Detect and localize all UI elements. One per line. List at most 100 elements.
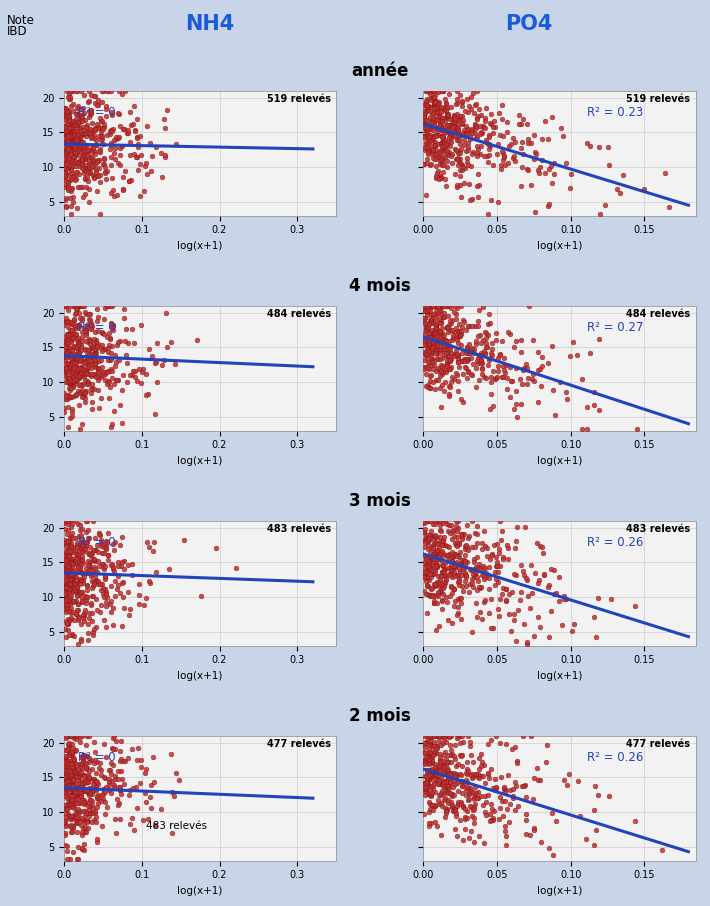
Point: [67, 793, 78, 807]
Point: [80, 126, 91, 140]
Point: [67, 761, 78, 776]
Point: [62, 374, 74, 389]
Point: [109, 741, 121, 756]
Point: [83, 348, 94, 362]
Point: [432, 559, 443, 573]
Point: [62, 545, 74, 559]
Point: [75, 789, 87, 804]
Point: [67, 575, 79, 590]
Point: [422, 299, 434, 313]
Point: [605, 593, 616, 607]
Point: [447, 798, 458, 813]
Point: [442, 767, 454, 782]
Point: [438, 564, 449, 579]
Point: [64, 596, 75, 611]
Point: [65, 757, 77, 771]
Point: [457, 320, 468, 334]
Point: [70, 320, 81, 334]
Point: [76, 535, 87, 550]
Point: [73, 318, 84, 333]
Point: [79, 782, 90, 796]
Point: [65, 361, 77, 376]
Point: [68, 354, 80, 369]
Point: [62, 740, 74, 755]
Point: [69, 782, 80, 796]
Point: [450, 805, 462, 820]
Point: [429, 138, 440, 152]
Point: [487, 781, 498, 795]
Point: [60, 596, 72, 611]
Point: [67, 844, 79, 859]
Point: [102, 365, 113, 380]
Point: [429, 97, 440, 111]
Point: [70, 307, 81, 322]
Point: [60, 593, 71, 608]
Point: [60, 583, 72, 597]
Point: [487, 621, 498, 635]
Point: [68, 752, 80, 766]
Point: [122, 335, 133, 350]
Text: Note: Note: [7, 14, 35, 26]
Point: [454, 766, 466, 781]
Point: [77, 825, 88, 840]
Point: [528, 821, 540, 835]
Point: [62, 103, 73, 118]
Point: [62, 776, 74, 790]
Point: [509, 541, 520, 555]
Point: [90, 593, 102, 607]
Point: [469, 790, 480, 805]
Point: [497, 359, 508, 373]
Point: [452, 354, 464, 369]
Point: [434, 330, 445, 344]
Point: [71, 101, 82, 116]
Point: [500, 837, 511, 852]
Point: [68, 797, 80, 812]
Point: [92, 370, 104, 384]
Point: [81, 815, 92, 830]
Point: [462, 365, 474, 380]
Point: [62, 777, 73, 792]
Point: [85, 347, 97, 361]
Point: [62, 400, 73, 414]
Point: [435, 334, 447, 349]
Point: [421, 771, 432, 786]
Point: [65, 779, 76, 794]
Point: [71, 795, 82, 810]
Point: [84, 555, 96, 570]
Point: [454, 133, 465, 148]
Point: [150, 407, 161, 421]
Point: [461, 767, 472, 782]
Point: [422, 334, 434, 349]
Point: [84, 332, 95, 346]
Point: [80, 129, 92, 143]
Point: [494, 801, 506, 815]
Point: [484, 814, 496, 828]
Point: [65, 579, 76, 593]
Point: [420, 558, 432, 573]
Point: [66, 136, 77, 150]
Point: [70, 786, 81, 801]
Point: [446, 333, 457, 348]
Point: [463, 792, 474, 806]
Point: [99, 795, 111, 809]
Point: [446, 352, 457, 366]
Point: [480, 566, 491, 581]
Point: [422, 100, 434, 114]
Point: [457, 758, 468, 773]
Point: [62, 388, 74, 402]
Point: [424, 762, 435, 776]
Point: [419, 755, 430, 769]
Point: [433, 95, 444, 110]
Point: [449, 371, 460, 386]
Point: [450, 112, 462, 127]
Point: [88, 382, 99, 397]
Point: [120, 322, 131, 336]
Point: [420, 106, 431, 120]
Point: [63, 389, 75, 403]
Point: [70, 762, 81, 776]
Point: [491, 781, 502, 795]
Point: [89, 543, 100, 557]
Point: [425, 737, 436, 751]
Point: [440, 362, 452, 377]
Point: [70, 552, 82, 566]
